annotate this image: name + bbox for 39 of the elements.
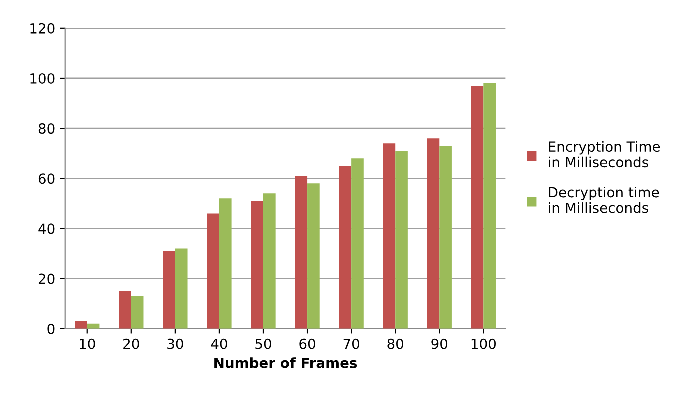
bar [440,146,452,329]
x-tick-label: 20 [124,338,140,350]
x-tick-label: 50 [256,338,272,350]
bar [308,184,320,329]
x-tick-label: 90 [432,338,448,350]
legend-label: Decryption time in Milliseconds [549,186,660,214]
x-tick-label: 40 [211,338,228,350]
x-tick-label: 10 [80,338,96,350]
bar [75,321,88,329]
bar [295,176,308,329]
bar [484,84,496,329]
bar [427,138,440,329]
bar [471,86,484,329]
bar [163,251,176,329]
bar [264,194,276,329]
bar [119,291,132,329]
bar [131,296,144,329]
bar [396,151,408,329]
bar [219,198,232,329]
bar [175,248,188,329]
bar [339,166,352,329]
y-tick-label: 0 [48,324,55,334]
bar [352,158,364,329]
x-tick-label: 30 [168,338,184,350]
bar [383,144,396,329]
x-tick-label: 60 [300,338,316,350]
y-tick-label: 40 [38,224,55,234]
x-tick-label: 70 [344,338,360,350]
bar [251,201,264,329]
x-tick-label: 80 [388,338,404,350]
legend-label: Encryption Time in Milliseconds [549,141,660,168]
y-tick-label: 80 [38,124,55,134]
x-axis-title: Number of Frames [214,358,358,368]
y-tick-label: 20 [38,274,55,284]
y-tick-label: 100 [30,73,55,84]
bar [207,214,220,329]
x-tick-label: 100 [472,338,496,350]
y-tick-label: 60 [38,174,55,184]
y-tick-label: 120 [30,23,55,34]
